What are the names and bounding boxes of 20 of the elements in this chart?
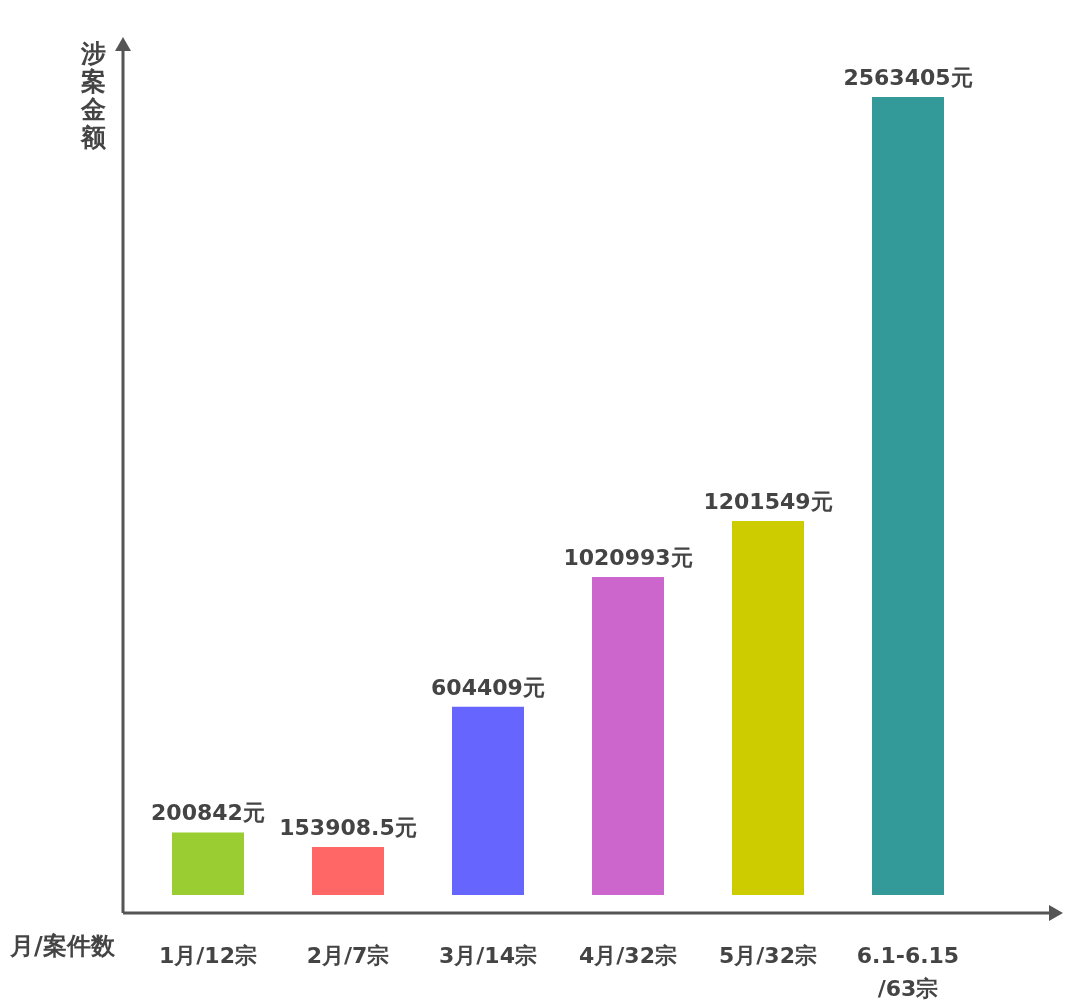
bar xyxy=(452,706,524,895)
x-tick-label: 3月/14宗 xyxy=(439,943,537,968)
x-axis-title: 月/案件数 xyxy=(10,931,115,962)
bar xyxy=(172,832,244,895)
data-label: 2563405元 xyxy=(843,64,973,90)
data-label: 604409元 xyxy=(431,674,545,700)
x-tick-label: 6.1-6.15 /63宗 xyxy=(856,943,960,1001)
data-label: 153908.5元 xyxy=(279,815,417,841)
bar xyxy=(872,96,944,895)
bar xyxy=(312,847,384,895)
data-label: 200842元 xyxy=(151,800,265,826)
bar xyxy=(732,520,804,895)
x-tick-label: 4月/32宗 xyxy=(579,943,677,968)
y-axis-title: 涉案金额 xyxy=(80,39,107,152)
x-tick-label: 5月/32宗 xyxy=(719,943,817,968)
data-label: 1201549元 xyxy=(703,488,833,514)
x-tick-label: 2月/7宗 xyxy=(306,943,390,968)
x-tick-label: 1月/12宗 xyxy=(159,943,257,968)
bar xyxy=(592,577,664,895)
data-label: 1020993元 xyxy=(563,545,693,571)
